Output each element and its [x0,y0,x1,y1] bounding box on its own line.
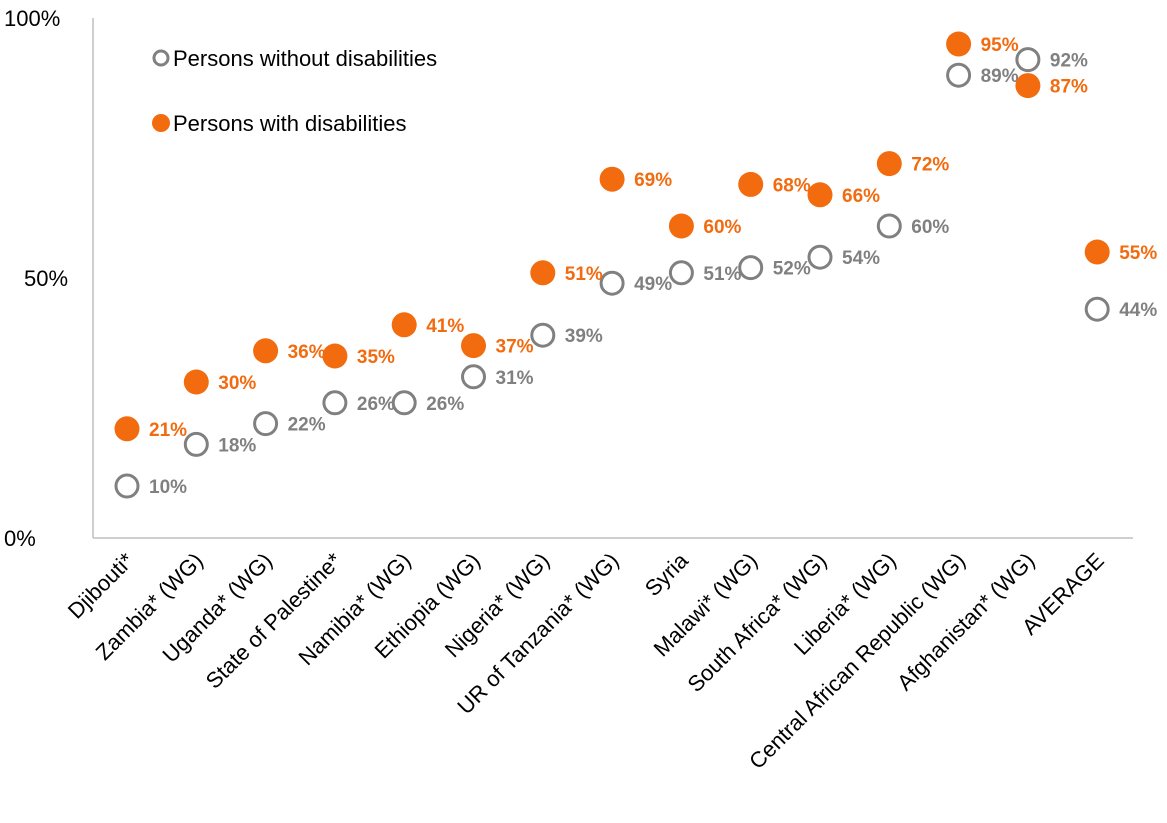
data-label-with-disabilities-ethiopia-wg: 37% [496,337,534,358]
data-label-without-disabilities-uganda-wg: 22% [288,415,326,436]
point-without-disabilities-uganda-wg [253,411,279,437]
point-with-disabilities-nigeria-wg [530,260,556,286]
point-without-disabilities-afghanistan-wg [1015,47,1041,73]
data-label-without-disabilities-ur-of-tanzania-wg: 49% [634,274,672,295]
data-label-without-disabilities-syria: 51% [703,264,741,285]
data-label-without-disabilities-ethiopia-wg: 31% [496,368,534,389]
data-label-without-disabilities-afghanistan-wg: 92% [1050,51,1088,72]
data-label-with-disabilities-average: 55% [1119,243,1157,264]
point-with-disabilities-state-of-palestine [322,343,348,369]
data-label-without-disabilities-south-africa-wg: 54% [842,248,880,269]
legend-marker-with-disabilities [152,114,170,132]
data-label-without-disabilities-malawi-wg: 52% [773,259,811,280]
data-label-with-disabilities-ur-of-tanzania-wg: 69% [634,170,672,191]
point-with-disabilities-ur-of-tanzania-wg [599,166,625,192]
legend-marker-without-disabilities [152,49,170,67]
point-without-disabilities-central-african-republic-wg [946,62,972,88]
point-without-disabilities-namibia-wg [391,390,417,416]
point-with-disabilities-syria [668,213,694,239]
legend-label-with-disabilities: Persons with disabilities [173,111,407,136]
point-with-disabilities-malawi-wg [738,171,764,197]
data-label-with-disabilities-state-of-palestine: 35% [357,347,395,368]
point-without-disabilities-malawi-wg [738,255,764,281]
data-label-with-disabilities-south-africa-wg: 66% [842,186,880,207]
data-label-without-disabilities-liberia-wg: 60% [911,217,949,238]
data-label-with-disabilities-malawi-wg: 68% [773,175,811,196]
point-with-disabilities-ethiopia-wg [461,333,486,359]
data-label-without-disabilities-djibouti: 10% [149,477,187,498]
point-with-disabilities-average [1084,239,1110,265]
x-tick-label-syria: Syria [640,547,694,601]
data-label-with-disabilities-liberia-wg: 72% [911,155,949,176]
y-tick-labels: 0% 50% 100% [4,6,68,551]
point-without-disabilities-ur-of-tanzania-wg [599,270,625,296]
data-label-with-disabilities-nigeria-wg: 51% [565,264,603,285]
data-label-with-disabilities-syria: 60% [703,217,741,238]
point-with-disabilities-south-africa-wg [807,182,833,208]
y-tick-label-50: 50% [24,266,68,291]
point-without-disabilities-average [1084,296,1110,322]
data-label-without-disabilities-average: 44% [1119,300,1157,321]
point-without-disabilities-syria [668,260,694,286]
plot-marks: 10% 18% 22% 26% 26% 31% 39% 49% 51% 52% 54% 60% 89% 9… [114,31,1157,499]
data-label-without-disabilities-central-african-republic-wg: 89% [981,66,1019,87]
point-without-disabilities-djibouti [114,473,140,499]
point-without-disabilities-zambia-wg [183,431,209,457]
legend: Persons without disabilities Persons wit… [152,46,437,136]
data-label-with-disabilities-zambia-wg: 30% [218,373,256,394]
data-label-without-disabilities-nigeria-wg: 39% [565,326,603,347]
point-with-disabilities-djibouti [114,416,140,442]
point-with-disabilities-central-african-republic-wg [946,31,972,57]
point-with-disabilities-zambia-wg [183,369,209,395]
y-tick-label-0: 0% [4,526,36,551]
point-without-disabilities-ethiopia-wg [461,364,486,390]
point-without-disabilities-nigeria-wg [530,322,556,348]
data-label-without-disabilities-state-of-palestine: 26% [357,394,395,415]
point-with-disabilities-liberia-wg [876,151,902,177]
data-label-with-disabilities-djibouti: 21% [149,420,187,441]
point-with-disabilities-afghanistan-wg [1015,73,1041,99]
data-label-without-disabilities-namibia-wg: 26% [426,394,464,415]
x-tick-labels: Djibouti*Zambia* (WG)Uganda* (WG)State o… [63,547,1109,774]
point-without-disabilities-liberia-wg [876,213,902,239]
point-without-disabilities-state-of-palestine [322,390,348,416]
point-with-disabilities-namibia-wg [391,312,417,338]
legend-label-without-disabilities: Persons without disabilities [173,46,437,71]
point-without-disabilities-south-africa-wg [807,244,833,270]
data-label-with-disabilities-afghanistan-wg: 87% [1050,77,1088,98]
data-label-with-disabilities-namibia-wg: 41% [426,316,464,337]
point-with-disabilities-uganda-wg [253,338,279,364]
data-label-without-disabilities-zambia-wg: 18% [218,435,256,456]
data-label-with-disabilities-uganda-wg: 36% [288,342,326,363]
y-tick-label-100: 100% [4,6,60,31]
data-label-with-disabilities-central-african-republic-wg: 95% [981,35,1019,56]
